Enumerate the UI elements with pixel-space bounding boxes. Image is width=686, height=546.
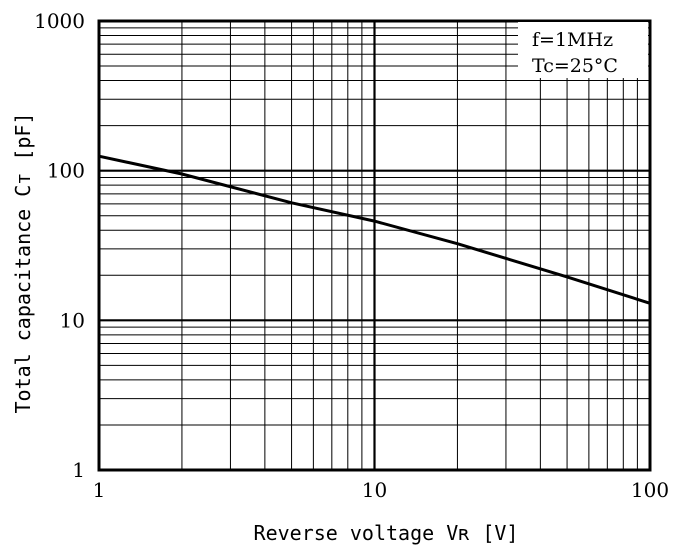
y-tick-label: 1: [72, 458, 85, 482]
y-tick-label: 10: [60, 308, 85, 332]
x-tick-label: 10: [362, 478, 387, 502]
y-tick-labels: 1 10 100 1000: [34, 9, 85, 482]
plot-frame: [97, 19, 652, 472]
x-axis-label: Reverse voltage Vʀ [V]: [254, 521, 519, 545]
y-tick-label: 1000: [34, 9, 85, 33]
series-line: [98, 154, 651, 305]
annotation-box: [518, 22, 648, 78]
y-axis-label: Total capacitance Cᴛ [pF]: [11, 113, 35, 414]
annotation-frequency: f=1MHz: [532, 29, 613, 51]
series-group: [98, 154, 651, 305]
x-tick-labels: 1 10 100: [93, 478, 669, 502]
x-tick-label: 1: [93, 478, 106, 502]
grid-lines: [99, 21, 650, 470]
x-tick-label: 100: [631, 478, 669, 502]
annotation-temperature: Tc=25°C: [532, 55, 618, 77]
y-tick-label: 100: [47, 159, 85, 183]
